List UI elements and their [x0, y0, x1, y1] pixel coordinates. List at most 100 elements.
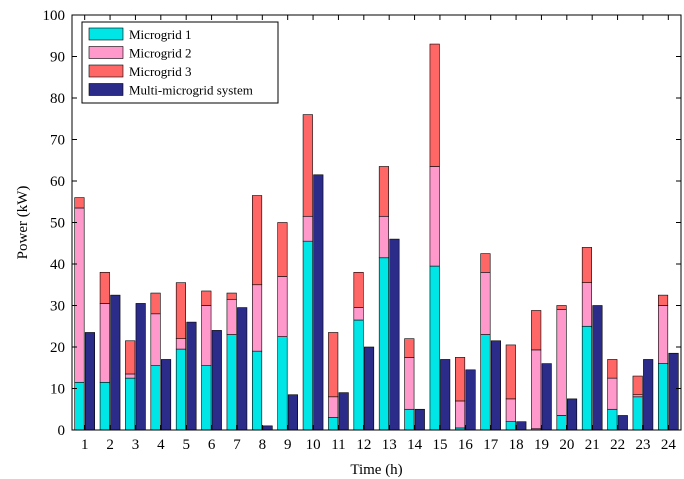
- bar-stack-segment-3-hour-14: [404, 338, 415, 358]
- x-tick-label: 20: [559, 437, 574, 453]
- bar-stack-segment-1-hour-4: [150, 365, 161, 431]
- y-tick-label: 60: [50, 174, 65, 190]
- bar-stack-segment-2-hour-17: [480, 271, 491, 335]
- y-tick-label: 30: [50, 299, 65, 315]
- bar-system-hour-1: [84, 332, 95, 431]
- bar-system-hour-16: [465, 369, 476, 431]
- bars-layer: [74, 43, 679, 431]
- bar-system-hour-6: [211, 330, 222, 431]
- x-tick-label: 8: [259, 437, 267, 453]
- bar-system-hour-9: [287, 394, 298, 431]
- bar-system-hour-7: [237, 307, 248, 431]
- x-tick-label: 17: [483, 437, 499, 453]
- bar-system-hour-8: [262, 425, 273, 431]
- bar-stack-segment-2-hour-19: [531, 349, 542, 430]
- x-tick-label: 9: [284, 437, 292, 453]
- x-tick-label: 1: [81, 437, 89, 453]
- bar-stack-segment-1-hour-17: [480, 334, 491, 431]
- legend-label: Microgrid 1: [129, 27, 191, 42]
- bar-stack-segment-2-hour-1: [74, 207, 85, 383]
- bar-system-hour-21: [592, 305, 603, 431]
- bar-stack-segment-3-hour-19: [531, 310, 542, 351]
- x-axis-label: Time (h): [350, 462, 402, 478]
- bar-stack-segment-1-hour-22: [607, 408, 618, 431]
- y-tick-label: 90: [50, 50, 65, 66]
- x-tick-label: 22: [610, 437, 625, 453]
- x-tick-label: 18: [509, 437, 524, 453]
- y-axis-label: Power (kW): [15, 186, 31, 260]
- bar-stack-segment-2-hour-4: [150, 313, 161, 366]
- bar-stack-segment-3-hour-2: [99, 271, 110, 304]
- bar-stack-segment-3-hour-15: [429, 43, 440, 167]
- x-tick-label: 11: [331, 437, 345, 453]
- x-tick-label: 10: [306, 437, 321, 453]
- bar-stack-segment-1-hour-3: [125, 377, 136, 431]
- bar-stack-segment-1-hour-12: [353, 319, 364, 431]
- y-tick-label: 50: [50, 216, 65, 232]
- bar-system-hour-2: [110, 294, 121, 431]
- bar-stack-segment-3-hour-5: [175, 282, 186, 339]
- bar-stack-segment-2-hour-18: [505, 398, 516, 423]
- bar-stack-segment-3-hour-1: [74, 197, 85, 209]
- bar-stack-segment-3-hour-21: [581, 247, 592, 283]
- bar-stack-segment-3-hour-16: [455, 357, 466, 402]
- x-tick-label: 24: [661, 437, 677, 453]
- bar-system-hour-14: [414, 408, 425, 431]
- bar-stack-segment-2-hour-5: [175, 338, 186, 350]
- legend: Microgrid 1 Microgrid 2 Microgrid 3 Multi-m…: [81, 21, 279, 104]
- legend-swatch: [88, 46, 124, 59]
- x-tick-label: 23: [635, 437, 650, 453]
- bar-stack-segment-3-hour-9: [277, 222, 288, 277]
- x-tick-label: 3: [132, 437, 140, 453]
- bar-stack-segment-2-hour-20: [556, 309, 567, 416]
- x-tick-label: 19: [534, 437, 549, 453]
- bar-stack-segment-1-hour-11: [328, 417, 339, 431]
- bar-stack-segment-2-hour-3: [125, 373, 136, 379]
- bar-stack-segment-3-hour-3: [125, 340, 136, 375]
- legend-label: Microgrid 2: [129, 46, 191, 61]
- bar-stack-segment-3-hour-12: [353, 271, 364, 308]
- bar-stack-segment-3-hour-11: [328, 332, 339, 398]
- bar-stack-segment-3-hour-20: [556, 305, 567, 310]
- bar-system-hour-23: [643, 359, 654, 431]
- bar-stack-segment-3-hour-10: [302, 114, 313, 217]
- y-tick-label: 40: [50, 257, 65, 273]
- bar-stack-segment-2-hour-21: [581, 282, 592, 327]
- bar-stack-segment-3-hour-4: [150, 292, 161, 315]
- bar-system-hour-11: [338, 392, 349, 431]
- bar-stack-segment-2-hour-13: [378, 215, 389, 259]
- bar-stack-segment-1-hour-2: [99, 381, 110, 431]
- y-tick-label: 0: [58, 423, 66, 439]
- bar-stack-segment-2-hour-12: [353, 307, 364, 321]
- y-tick-label: 80: [50, 91, 65, 107]
- bar-stack-segment-3-hour-6: [201, 290, 212, 306]
- x-tick-label: 21: [585, 437, 600, 453]
- bar-stack-segment-1-hour-21: [581, 325, 592, 431]
- bar-stack-segment-2-hour-2: [99, 303, 110, 383]
- bar-stack-segment-1-hour-23: [632, 396, 643, 431]
- x-tick-label: 4: [157, 437, 165, 453]
- bar-system-hour-13: [389, 238, 400, 431]
- bar-system-hour-4: [161, 359, 172, 431]
- x-tick-label: 6: [208, 437, 216, 453]
- bar-stack-segment-1-hour-14: [404, 408, 415, 431]
- bar-stack-segment-2-hour-24: [658, 305, 669, 364]
- bar-stack-segment-1-hour-13: [378, 257, 389, 431]
- x-tick-label: 13: [382, 437, 397, 453]
- bar-stack-segment-2-hour-10: [302, 215, 313, 242]
- x-tick-label: 7: [233, 437, 241, 453]
- bar-system-hour-3: [135, 303, 146, 431]
- bar-system-hour-17: [490, 340, 501, 431]
- x-tick-label: 15: [432, 437, 447, 453]
- bar-stack-segment-1-hour-10: [302, 240, 313, 431]
- bar-stack-segment-3-hour-8: [252, 195, 263, 286]
- bar-system-hour-5: [186, 321, 197, 431]
- bar-stack-segment-2-hour-16: [455, 400, 466, 429]
- y-tick-label: 70: [50, 133, 65, 149]
- bar-stack-segment-3-hour-22: [607, 359, 618, 379]
- x-tick-label: 12: [356, 437, 371, 453]
- bar-stack-segment-2-hour-14: [404, 357, 415, 410]
- bar-system-hour-15: [440, 359, 451, 431]
- bar-system-hour-24: [668, 352, 679, 431]
